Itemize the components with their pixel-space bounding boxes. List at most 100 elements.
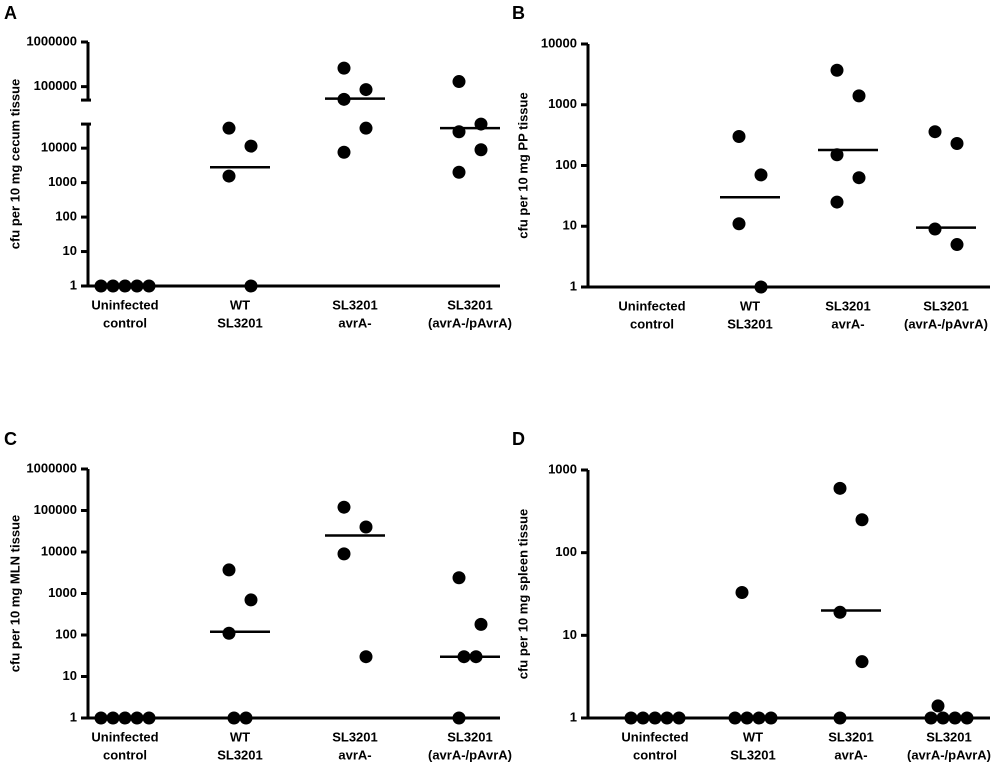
x-tick-label: control	[103, 747, 147, 762]
data-point	[222, 626, 236, 640]
panel-label: A	[4, 3, 17, 23]
panel-label: D	[512, 429, 525, 449]
data-point	[452, 75, 466, 89]
x-tick-label: SL3201	[727, 316, 773, 331]
y-tick-label: 10000	[41, 140, 77, 155]
y-tick-label: 10	[563, 627, 577, 642]
x-tick-label: SL3201	[447, 729, 493, 744]
y-tick-label: 100	[55, 209, 77, 224]
x-tick-label: (avrA-/pAvrA)	[907, 747, 991, 762]
data-point	[960, 711, 974, 725]
x-tick-label: (avrA-/pAvrA)	[428, 315, 512, 330]
x-tick-label: control	[633, 747, 677, 762]
y-tick-label: 1000000	[26, 460, 77, 475]
data-point	[222, 121, 236, 135]
y-tick-label: 1000	[48, 174, 77, 189]
x-tick-label: SL3201	[828, 729, 874, 744]
data-point	[852, 171, 866, 185]
data-point	[624, 711, 638, 725]
data-point	[732, 130, 746, 144]
x-tick-label: SL3201	[926, 729, 972, 744]
data-point	[118, 711, 132, 725]
data-point	[227, 711, 241, 725]
data-point	[130, 279, 144, 293]
data-point	[855, 655, 869, 669]
y-tick-label: 10000	[41, 543, 77, 558]
x-tick-label: (avrA-/pAvrA)	[428, 747, 512, 762]
data-point	[244, 279, 258, 293]
data-point	[936, 711, 950, 725]
x-tick-label: Uninfected	[618, 298, 685, 313]
data-point	[855, 513, 869, 527]
y-axis-label: cfu per 10 mg MLN tissue	[7, 515, 22, 672]
x-tick-label: (avrA-/pAvrA)	[904, 316, 988, 331]
data-point	[474, 143, 488, 157]
y-tick-label: 10000	[541, 35, 577, 50]
data-point	[130, 711, 144, 725]
x-tick-label: control	[630, 316, 674, 331]
data-point	[728, 711, 742, 725]
y-tick-label: 10	[63, 668, 77, 683]
data-point	[244, 593, 258, 607]
y-tick-label: 100000	[34, 502, 77, 517]
data-point	[754, 168, 768, 182]
y-axis-label: cfu per 10 mg cecum tissue	[7, 79, 22, 250]
x-tick-label: SL3201	[332, 297, 378, 312]
data-point	[950, 238, 964, 252]
y-tick-label: 1000	[548, 461, 577, 476]
data-point	[118, 279, 132, 293]
x-tick-label: Uninfected	[621, 729, 688, 744]
data-point	[830, 148, 844, 162]
y-axis-label: cfu per 10 mg PP tissue	[515, 92, 530, 238]
data-point	[636, 711, 650, 725]
y-tick-label: 1	[70, 277, 77, 292]
x-tick-label: SL3201	[332, 729, 378, 744]
data-point	[852, 89, 866, 103]
data-point	[752, 711, 766, 725]
x-tick-label: SL3201	[217, 315, 263, 330]
x-tick-label: avrA-	[831, 316, 864, 331]
data-point	[764, 711, 778, 725]
y-tick-label: 1000	[548, 96, 577, 111]
x-tick-label: Uninfected	[91, 729, 158, 744]
data-point	[94, 279, 108, 293]
x-tick-label: WT	[740, 298, 760, 313]
panel-label: C	[4, 429, 17, 449]
data-point	[474, 617, 488, 631]
y-tick-label: 10	[63, 243, 77, 258]
data-point	[106, 279, 120, 293]
x-tick-label: SL3201	[730, 747, 776, 762]
x-tick-label: WT	[230, 729, 250, 744]
y-tick-label: 1	[570, 709, 577, 724]
x-tick-label: avrA-	[834, 747, 867, 762]
data-point	[452, 165, 466, 179]
y-axis-label: cfu per 10 mg spleen tissue	[515, 509, 530, 680]
y-tick-label: 1	[570, 278, 577, 293]
y-tick-label: 10	[563, 218, 577, 233]
data-point	[359, 520, 373, 534]
data-point	[359, 650, 373, 664]
data-point	[648, 711, 662, 725]
data-point	[928, 222, 942, 236]
data-point	[754, 280, 768, 294]
x-tick-label: SL3201	[825, 298, 871, 313]
y-tick-label: 1	[70, 709, 77, 724]
data-point	[924, 711, 938, 725]
data-point	[660, 711, 674, 725]
data-point	[239, 711, 253, 725]
data-point	[732, 217, 746, 231]
data-point	[833, 481, 847, 495]
data-point	[337, 547, 351, 561]
y-tick-label: 100	[55, 626, 77, 641]
data-point	[735, 585, 749, 599]
x-tick-label: SL3201	[217, 747, 263, 762]
data-point	[94, 711, 108, 725]
data-point	[337, 500, 351, 514]
x-tick-label: Uninfected	[91, 297, 158, 312]
data-point	[222, 563, 236, 577]
x-tick-label: WT	[230, 297, 250, 312]
data-point	[740, 711, 754, 725]
data-point	[337, 145, 351, 159]
data-point	[928, 125, 942, 139]
